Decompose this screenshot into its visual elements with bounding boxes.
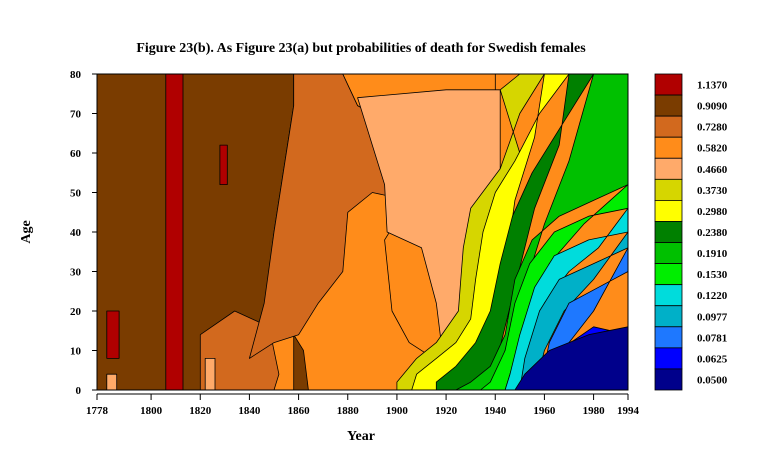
legend-label: 0.1910 <box>697 248 728 260</box>
legend-swatch <box>654 157 683 180</box>
legend-swatch <box>654 199 683 222</box>
y-tick-label: 40 <box>70 227 82 239</box>
y-tick-label: 80 <box>70 69 82 81</box>
legend-label: 0.0625 <box>697 353 728 365</box>
legend-swatch <box>654 368 683 391</box>
x-tick-label: 1940 <box>484 405 507 417</box>
legend-label: 0.2380 <box>697 227 728 239</box>
x-tick-label: 1960 <box>533 405 556 417</box>
x-tick-label: 1860 <box>288 405 311 417</box>
legend-label: 1.1370 <box>697 80 728 92</box>
legend-label: 0.1220 <box>697 290 728 302</box>
legend-label: 0.7280 <box>697 122 728 134</box>
x-tick-label: 1900 <box>386 405 409 417</box>
legend-label: 0.3730 <box>697 185 728 197</box>
plot-area <box>96 73 629 391</box>
region-peach-1824 <box>204 357 216 391</box>
y-tick-label: 70 <box>70 109 82 121</box>
y-axis-label: Age <box>19 220 34 243</box>
x-tick-label: 1880 <box>337 405 360 417</box>
x-tick-label: 1800 <box>140 405 163 417</box>
legend-swatch <box>654 263 683 286</box>
legend-swatch <box>654 242 683 265</box>
legend-label: 0.0781 <box>697 332 727 344</box>
y-tick-label: 10 <box>70 346 82 358</box>
x-tick-label: 1920 <box>435 405 458 417</box>
legend: 1.1370 0.9090 0.7280 0.5820 0.4660 0.3730 0.29… <box>654 73 728 391</box>
legend-swatch <box>654 305 683 328</box>
y-axis: 0 10 20 30 40 50 60 70 80 <box>70 69 97 397</box>
y-tick-label: 20 <box>70 306 82 318</box>
chart-title: Figure 23(b). As Figure 23(a) but probab… <box>136 41 586 56</box>
x-tick-label: 1778 <box>86 405 109 417</box>
x-tick-label: 1980 <box>583 405 606 417</box>
legend-label: 0.0500 <box>697 374 728 386</box>
legend-swatch <box>654 73 683 96</box>
legend-label: 0.5820 <box>697 143 728 155</box>
region-dark-green <box>435 73 594 391</box>
legend-label: 0.4660 <box>697 164 728 176</box>
y-tick-label: 50 <box>70 188 82 200</box>
legend-swatch <box>654 347 683 370</box>
legend-swatch <box>654 94 683 117</box>
y-tick-label: 0 <box>76 385 82 397</box>
legend-swatch <box>654 115 683 138</box>
legend-swatch <box>654 221 683 243</box>
x-tick-label: 1994 <box>617 405 640 417</box>
x-axis-label: Year <box>347 429 375 444</box>
region-red-1808 <box>165 73 184 391</box>
y-tick-label: 30 <box>70 267 82 279</box>
legend-swatch <box>654 178 683 201</box>
legend-label: 0.1530 <box>697 269 728 281</box>
region-peach-1784 <box>106 373 118 391</box>
y-tick-label: 60 <box>70 148 82 160</box>
x-axis: 1778 1800 1820 1840 1860 1880 1900 1920 1940 1960… <box>86 393 640 417</box>
legend-label: 0.9090 <box>697 101 728 113</box>
x-tick-label: 1820 <box>189 405 212 417</box>
x-tick-label: 1840 <box>238 405 261 417</box>
legend-label: 0.2980 <box>697 206 728 218</box>
region-red-1785 <box>106 310 120 359</box>
contour-regions <box>96 73 629 391</box>
legend-swatch <box>654 326 683 349</box>
legend-swatch <box>654 284 683 307</box>
legend-label: 0.0977 <box>697 311 728 323</box>
region-red-1830 <box>219 144 228 186</box>
legend-swatch <box>654 136 683 159</box>
